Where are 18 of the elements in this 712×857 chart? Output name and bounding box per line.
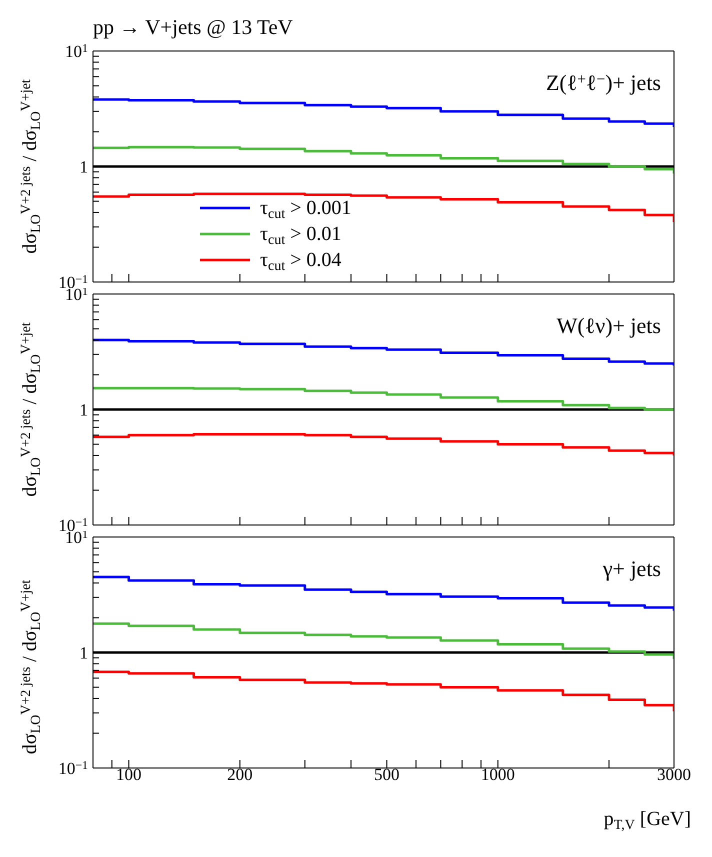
x-axis-title: p$_{T,V}$ [GeV]: [604, 808, 691, 832]
y-tick-label: 10$^{−1}$: [58, 758, 88, 778]
x-tick-label: 500: [374, 765, 400, 784]
y-tick-label: 1: [80, 158, 88, 176]
annotation: γ+ jets: [602, 556, 661, 581]
x-tick-label: 100: [116, 765, 142, 784]
legend-label: τ$_{cut}$ > 0.001: [260, 197, 352, 222]
chart-title: pp → V+jets @ 13 TeV: [93, 15, 293, 39]
x-tick-label: 200: [227, 765, 253, 784]
annotation: Z(ℓ$^{+}$ℓ$^{−}$)+ jets: [546, 70, 661, 95]
legend-label: τ$_{cut}$ > 0.04: [260, 249, 342, 274]
annotation: W(ℓν)+ jets: [556, 313, 661, 338]
x-tick-label: 1000: [480, 765, 515, 784]
y-tick-label: 1: [80, 644, 88, 662]
y-tick-label: 10$^{1}$: [65, 41, 88, 61]
x-tick-label: 3000: [657, 765, 691, 784]
y-tick-label: 1: [80, 400, 88, 420]
legend-label: τ$_{cut}$ > 0.01: [260, 223, 342, 248]
